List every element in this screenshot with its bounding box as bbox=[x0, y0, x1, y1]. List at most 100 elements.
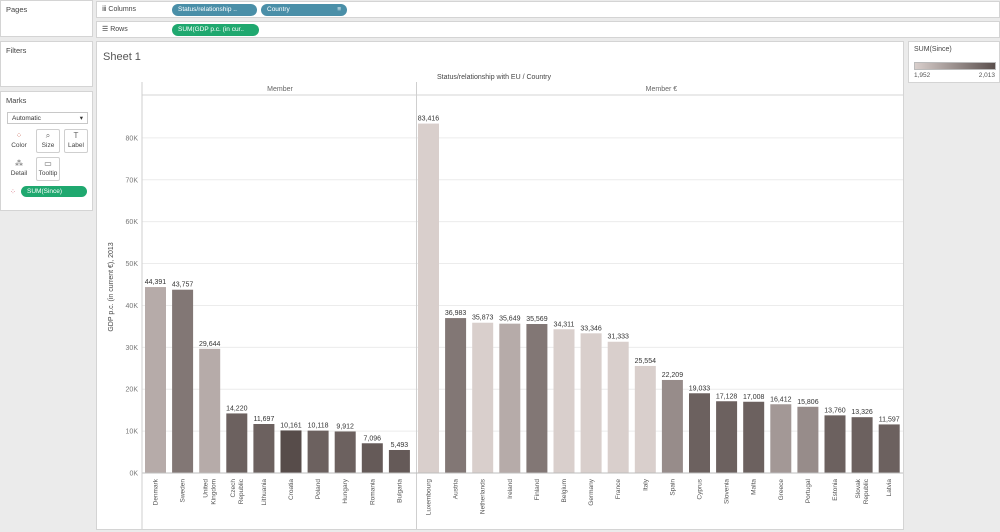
bar bbox=[145, 287, 166, 473]
y-tick-label: 60K bbox=[126, 219, 139, 226]
bar-value-label: 35,649 bbox=[499, 316, 521, 323]
since-mark-pill[interactable]: SUM(Since) bbox=[21, 186, 87, 197]
bar bbox=[661, 379, 683, 473]
columns-label-text: Columns bbox=[108, 6, 137, 13]
label-label: Label bbox=[68, 142, 84, 149]
detail-button[interactable]: ⁂ Detail bbox=[7, 158, 31, 182]
detail-label: Detail bbox=[10, 170, 28, 177]
bar bbox=[851, 417, 873, 473]
bar-value-label: 44,391 bbox=[145, 279, 167, 286]
category-label: Kingdom bbox=[211, 479, 218, 505]
marks-title: Marks bbox=[6, 96, 27, 105]
status-pill[interactable]: Status/relationship .. bbox=[172, 4, 257, 16]
color-icon: ⁘ bbox=[15, 131, 23, 140]
label-icon: T bbox=[73, 131, 79, 140]
bar-value-label: 15,806 bbox=[797, 399, 819, 406]
bar bbox=[580, 333, 602, 473]
bar bbox=[226, 413, 248, 473]
columns-icon: ⅲ bbox=[102, 6, 107, 13]
category-label: Hungary bbox=[342, 478, 349, 503]
bar-value-label: 83,416 bbox=[418, 116, 440, 123]
detail-icon: ⁂ bbox=[15, 159, 23, 168]
marks-pane: Marks Automatic ▾ ⁘ Color ⌕ Size T Label… bbox=[0, 91, 93, 211]
bar-value-label: 19,033 bbox=[689, 385, 711, 392]
columns-shelf[interactable]: ⅲ Columns Status/relationship .. Country… bbox=[96, 1, 1000, 18]
y-axis-title: GDP p.c. (in current €), 2013 bbox=[108, 242, 115, 331]
category-label: Sweden bbox=[180, 479, 187, 503]
category-label: Ireland bbox=[507, 479, 514, 499]
bar-value-label: 9,912 bbox=[336, 423, 354, 430]
legend-title: SUM(Since) bbox=[914, 46, 952, 53]
category-label: Spain bbox=[669, 479, 676, 496]
bar-value-label: 36,983 bbox=[445, 310, 467, 317]
sheet-canvas: Sheet 1 Status/relationship with EU / Co… bbox=[96, 41, 904, 530]
category-label: Greece bbox=[778, 479, 785, 501]
bar bbox=[797, 406, 819, 473]
label-button[interactable]: T Label bbox=[64, 129, 88, 153]
bar-value-label: 11,697 bbox=[253, 416, 274, 423]
bar-value-label: 5,493 bbox=[391, 442, 409, 449]
y-tick-label: 0K bbox=[129, 471, 138, 478]
category-label: Cyprus bbox=[697, 478, 704, 499]
bar bbox=[472, 322, 494, 473]
bar-value-label: 17,128 bbox=[716, 393, 738, 400]
bar-value-label: 7,096 bbox=[364, 435, 382, 442]
category-label: Italy bbox=[642, 478, 649, 491]
bar-value-label: 14,220 bbox=[226, 405, 248, 412]
category-label: Republic bbox=[238, 478, 245, 504]
color-label: Color bbox=[11, 142, 27, 149]
bar bbox=[307, 430, 329, 473]
rows-shelf[interactable]: ☰ Rows SUM(GDP p.c. (in cur.. bbox=[96, 21, 1000, 38]
category-label: Lithuania bbox=[261, 479, 268, 506]
bar bbox=[689, 393, 710, 473]
bar-chart: Status/relationship with EU / Country GD… bbox=[108, 74, 903, 529]
size-button[interactable]: ⌕ Size bbox=[36, 129, 60, 153]
category-label: Luxembourg bbox=[426, 479, 433, 516]
bar bbox=[418, 123, 439, 473]
mark-type-select[interactable]: Automatic ▾ bbox=[7, 112, 88, 124]
bar-value-label: 13,326 bbox=[851, 409, 873, 416]
bar-value-label: 33,346 bbox=[580, 325, 602, 332]
category-label: Republic bbox=[863, 478, 870, 504]
color-button[interactable]: ⁘ Color bbox=[7, 130, 31, 154]
bar-value-label: 35,569 bbox=[526, 316, 548, 323]
filters-pane[interactable]: Filters bbox=[0, 41, 93, 87]
legend-color-ramp bbox=[914, 62, 996, 70]
bar-value-label: 25,554 bbox=[635, 358, 657, 365]
country-pill-label: Country bbox=[267, 6, 290, 13]
category-label: Latvia bbox=[886, 479, 893, 497]
rows-icon: ☰ bbox=[102, 26, 109, 33]
bar-value-label: 22,209 bbox=[662, 372, 684, 379]
tooltip-button[interactable]: ▭ Tooltip bbox=[36, 157, 60, 181]
bar-value-label: 16,412 bbox=[770, 396, 792, 403]
gdp-pill[interactable]: SUM(GDP p.c. (in cur.. bbox=[172, 24, 259, 36]
bar-value-label: 11,597 bbox=[879, 416, 900, 423]
bar-value-label: 17,008 bbox=[743, 394, 765, 401]
mark-type-value: Automatic bbox=[12, 114, 41, 122]
bar bbox=[607, 341, 629, 473]
category-label: Poland bbox=[315, 479, 322, 500]
y-tick-label: 80K bbox=[126, 135, 139, 142]
rows-label: ☰ Rows bbox=[102, 25, 128, 33]
category-label: Croatia bbox=[288, 479, 295, 500]
bar bbox=[172, 289, 194, 473]
category-label: Netherlands bbox=[480, 478, 487, 514]
category-label: France bbox=[615, 479, 622, 500]
category-label: Denmark bbox=[153, 478, 160, 505]
category-label: Finland bbox=[534, 479, 541, 501]
bar bbox=[334, 431, 356, 473]
y-tick-label: 70K bbox=[126, 177, 139, 184]
rows-label-text: Rows bbox=[110, 26, 128, 33]
category-label: Austria bbox=[453, 479, 460, 500]
since-legend: SUM(Since) 1,952 2,013 bbox=[908, 41, 1000, 83]
category-label: Germany bbox=[588, 478, 595, 505]
country-pill[interactable]: Country ≡ bbox=[261, 4, 347, 16]
y-tick-label: 20K bbox=[126, 387, 139, 394]
chevron-down-icon: ▾ bbox=[79, 115, 83, 122]
bar-value-label: 10,118 bbox=[308, 423, 329, 430]
filters-title: Filters bbox=[6, 46, 27, 55]
bar-value-label: 31,333 bbox=[607, 334, 629, 341]
pages-pane: Pages bbox=[0, 0, 93, 37]
sheet-title: Sheet 1 bbox=[103, 51, 141, 63]
bar-value-label: 29,644 bbox=[199, 341, 221, 348]
